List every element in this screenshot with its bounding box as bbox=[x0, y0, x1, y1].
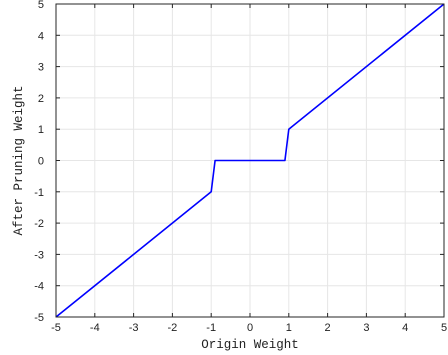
y-tick-label: 3 bbox=[38, 62, 44, 74]
x-tick-label: -5 bbox=[51, 322, 61, 334]
y-tick-label: -5 bbox=[34, 312, 44, 324]
y-tick-label: -2 bbox=[34, 218, 44, 230]
x-tick-label: 2 bbox=[325, 322, 331, 334]
y-axis-title: After Pruning Weight bbox=[12, 85, 26, 235]
series-line bbox=[55, 3, 445, 318]
x-tick-label: -3 bbox=[129, 322, 139, 334]
y-tick-label: 5 bbox=[38, 0, 44, 11]
y-tick-label: 0 bbox=[38, 156, 44, 168]
ticks bbox=[55, 3, 445, 318]
x-tick-label: 0 bbox=[247, 322, 253, 334]
x-tick-labels: -5 -4 -3 -2 -1 0 1 2 3 4 5 bbox=[51, 322, 447, 334]
y-tick-labels: -5 -4 -3 -2 -1 0 1 2 3 4 5 bbox=[34, 0, 44, 324]
y-tick-label: -4 bbox=[34, 281, 44, 293]
y-tick-label: 2 bbox=[38, 93, 44, 105]
x-tick-label: 4 bbox=[402, 322, 408, 334]
x-tick-label: 3 bbox=[363, 322, 369, 334]
x-tick-label: 5 bbox=[441, 322, 447, 334]
x-tick-label: -4 bbox=[90, 322, 100, 334]
y-tick-label: -3 bbox=[34, 249, 44, 261]
x-tick-label: -1 bbox=[206, 322, 216, 334]
x-tick-label: -2 bbox=[168, 322, 178, 334]
y-tick-label: 1 bbox=[38, 124, 44, 136]
x-axis-title: Origin Weight bbox=[201, 338, 299, 352]
y-tick-label: -1 bbox=[34, 187, 44, 199]
x-tick-label: 1 bbox=[286, 322, 292, 334]
series-layer bbox=[55, 3, 445, 318]
y-tick-label: 4 bbox=[38, 30, 44, 42]
